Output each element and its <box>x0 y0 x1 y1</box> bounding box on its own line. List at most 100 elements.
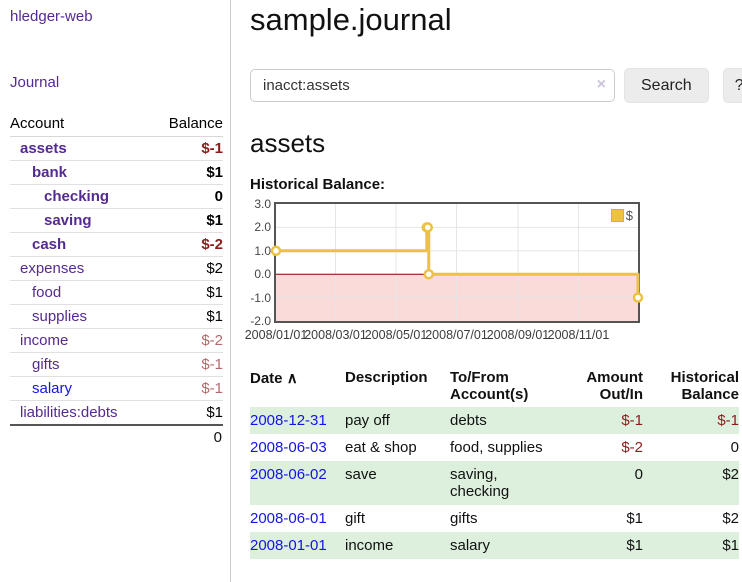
transaction-balance: 0 <box>730 439 739 456</box>
account-balance: $1 <box>151 160 223 185</box>
register-col-accounts: To/From Account(s) <box>450 369 529 403</box>
chart-title: Historical Balance: <box>250 176 386 193</box>
chart-legend: $ <box>608 207 635 224</box>
chart-plot-area: $ <box>270 202 644 323</box>
transaction-description: gift <box>345 510 366 527</box>
register-col-description: Description <box>345 369 428 386</box>
accounts-total-value: 0 <box>151 424 223 449</box>
account-balance: $1 <box>151 208 223 233</box>
account-link-bank[interactable]: bank <box>32 164 68 181</box>
legend-swatch-icon <box>610 209 624 222</box>
transaction-date-link[interactable]: 2008-01-01 <box>250 537 327 554</box>
account-balance: 0 <box>151 184 223 209</box>
clear-search-icon[interactable]: × <box>596 76 606 93</box>
account-balance: $1 <box>151 400 223 425</box>
account-link-assets[interactable]: assets <box>20 140 67 157</box>
transaction-description: pay off <box>345 412 390 429</box>
register-col-date-label: Date <box>250 370 283 387</box>
help-button[interactable]: ? <box>722 68 742 103</box>
transaction-accounts: food, supplies <box>450 439 543 456</box>
account-row-food: food $1 <box>10 280 223 305</box>
account-balance: $-2 <box>151 328 223 353</box>
x-tick-label: 2008/09/01 <box>486 328 550 342</box>
account-link-salary[interactable]: salary <box>32 380 73 397</box>
register-row: 2008-06-03 eat & shop food, supplies $-2… <box>250 434 739 461</box>
register-row: 2008-06-02 save saving, checking 0 $2 <box>250 461 739 505</box>
register-row: 2008-06-01 gift gifts $1 $2 <box>250 505 739 532</box>
search-form: × Search ? <box>250 68 742 103</box>
chart-canvas <box>270 204 644 321</box>
account-balance: $-1 <box>151 376 223 401</box>
account-row-saving: saving $1 <box>10 208 223 233</box>
account-link-income[interactable]: income <box>20 332 69 349</box>
account-balance: $-2 <box>151 232 223 257</box>
transaction-amount: $1 <box>626 510 643 527</box>
account-link-food[interactable]: food <box>32 284 62 301</box>
account-balance: $-1 <box>151 352 223 377</box>
account-row-income: income $-2 <box>10 328 223 353</box>
account-link-expenses[interactable]: expenses <box>20 260 85 277</box>
account-link-checking[interactable]: checking <box>44 188 110 205</box>
x-tick-label: 2008/05/01 <box>364 328 428 342</box>
y-tick-label: 0.0 <box>254 267 271 282</box>
transaction-amount: $1 <box>626 537 643 554</box>
account-link-cash[interactable]: cash <box>32 236 67 253</box>
transaction-amount: 0 <box>634 466 643 483</box>
account-row-salary: salary $-1 <box>10 376 223 401</box>
account-link-gifts[interactable]: gifts <box>32 356 60 373</box>
account-balance: $-1 <box>201 140 223 157</box>
y-tick-label: 3.0 <box>254 197 271 211</box>
transaction-balance: $2 <box>722 510 739 527</box>
historical-balance-chart: 3.0 2.0 1.0 0.0 -1.0 -2.0 $ 2008/01/01 2008/03… <box>245 198 736 344</box>
search-button[interactable]: Search <box>624 68 709 103</box>
account-link-liabilities-debts[interactable]: liabilities:debts <box>20 404 118 421</box>
account-link-supplies[interactable]: supplies <box>32 308 88 325</box>
accounts-col-account: Account <box>10 112 152 137</box>
sidebar-item-journal[interactable]: Journal <box>10 74 60 91</box>
account-row-checking: checking 0 <box>10 184 223 209</box>
transaction-date-link[interactable]: 2008-06-03 <box>250 439 327 456</box>
register-header-row: Date ∧ Description To/From Account(s) Am… <box>250 365 739 407</box>
register-col-date: Date ∧ <box>250 365 345 407</box>
y-tick-label: -1.0 <box>250 290 271 305</box>
register-table: Date ∧ Description To/From Account(s) Am… <box>250 365 739 559</box>
transaction-accounts: saving, checking <box>450 466 510 500</box>
transaction-balance: $-1 <box>717 412 739 429</box>
transaction-date-link[interactable]: 2008-06-01 <box>250 510 327 527</box>
brand-link[interactable]: hledger-web <box>10 8 93 25</box>
accounts-col-balance: Balance <box>151 112 223 137</box>
transaction-accounts: salary <box>450 537 491 554</box>
sidebar: hledger-web Journal Account Balance asse… <box>0 0 231 582</box>
page-title: sample.journal <box>250 2 452 37</box>
transaction-accounts: debts <box>450 412 487 429</box>
register-row: 2008-12-31 pay off debts $-1 $-1 <box>250 407 739 434</box>
accounts-total-row: 0 <box>10 424 223 449</box>
sort-ascending-icon: ∧ <box>286 370 298 387</box>
main-content: sample.journal × Search ? assets Histori… <box>232 0 742 559</box>
account-row-supplies: supplies $1 <box>10 304 223 329</box>
transaction-amount: $-2 <box>621 439 643 456</box>
x-tick-label: 2008/11/01 <box>547 328 610 342</box>
x-tick-label: 2008/01/01 <box>244 328 308 342</box>
y-tick-label: 2.0 <box>254 220 271 235</box>
account-row-cash: cash $-2 <box>10 232 223 257</box>
account-row-bank: bank $1 <box>10 160 223 185</box>
register-row: 2008-01-01 income salary $1 $1 <box>250 532 739 559</box>
register-col-amount: Amount Out/In <box>586 369 643 403</box>
transaction-date-link[interactable]: 2008-06-02 <box>250 466 327 483</box>
transaction-description: save <box>345 466 377 483</box>
account-row-gifts: gifts $-1 <box>10 352 223 377</box>
search-input[interactable] <box>250 69 615 102</box>
account-balance: $1 <box>151 280 223 305</box>
transaction-description: income <box>345 537 394 554</box>
accounts-header-row: Account Balance <box>10 112 223 137</box>
transaction-balance: $2 <box>722 466 739 483</box>
account-balance: $1 <box>151 304 223 329</box>
account-heading: assets <box>250 128 326 158</box>
account-balance: $2 <box>151 256 223 281</box>
transaction-balance: $1 <box>722 537 739 554</box>
transaction-date-link[interactable]: 2008-12-31 <box>250 412 327 429</box>
account-link-saving[interactable]: saving <box>44 212 92 229</box>
transaction-accounts: gifts <box>450 510 478 527</box>
transaction-amount: $-1 <box>621 412 643 429</box>
